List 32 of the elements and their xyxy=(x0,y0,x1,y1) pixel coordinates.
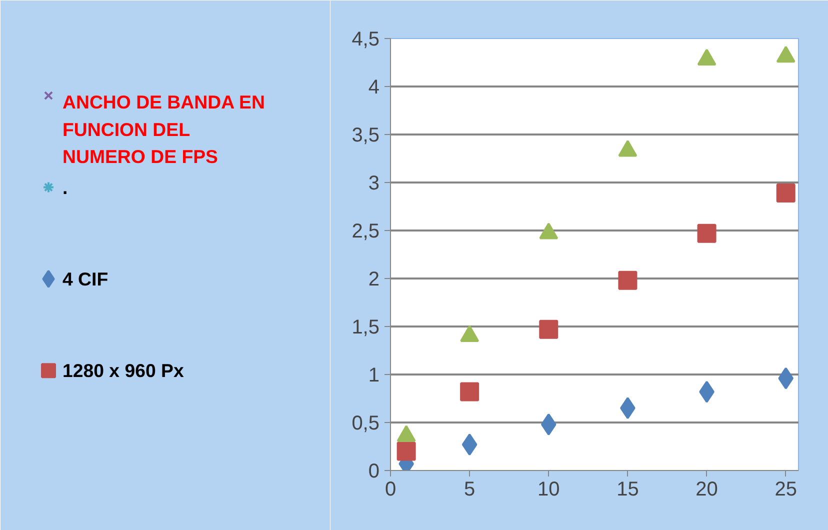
point xyxy=(539,320,558,339)
point xyxy=(539,222,558,240)
point xyxy=(697,224,716,243)
point xyxy=(618,140,638,157)
y-tick-label: 0,5 xyxy=(352,412,380,434)
y-tick-label: 4,5 xyxy=(352,28,380,50)
point xyxy=(776,46,796,63)
y-tick-label: 4 xyxy=(368,76,380,98)
y-tick-label: 1,5 xyxy=(352,316,380,338)
y-tick-label: 1 xyxy=(368,364,380,386)
point xyxy=(396,442,416,461)
x-tick-label: 25 xyxy=(774,478,797,500)
legend-label: ANCHO DE BANDA EN FUNCION DEL NUMERO DE FPS xyxy=(62,92,265,168)
point xyxy=(462,434,478,456)
point xyxy=(697,48,716,66)
y-tick-label: 0 xyxy=(368,460,380,482)
legend-label: . xyxy=(62,176,68,198)
legend-label: 1280 x 960 Px xyxy=(62,360,184,382)
y-tick-label: 2,5 xyxy=(352,220,380,242)
x-tick-label: 20 xyxy=(696,478,718,500)
point xyxy=(618,270,638,290)
legend-label: 4 CIF xyxy=(62,268,108,290)
y-tick-label: 3,5 xyxy=(352,124,380,146)
y-tick-label: 2 xyxy=(368,268,380,290)
y-tick-label: 3 xyxy=(368,172,380,194)
point xyxy=(460,382,480,402)
point xyxy=(540,413,556,436)
point xyxy=(778,367,794,390)
x-tick-label: 5 xyxy=(464,478,476,500)
x-tick-label: 0 xyxy=(384,478,396,500)
x-tick-label: 15 xyxy=(616,478,639,500)
x-tick-label: 10 xyxy=(538,478,560,500)
